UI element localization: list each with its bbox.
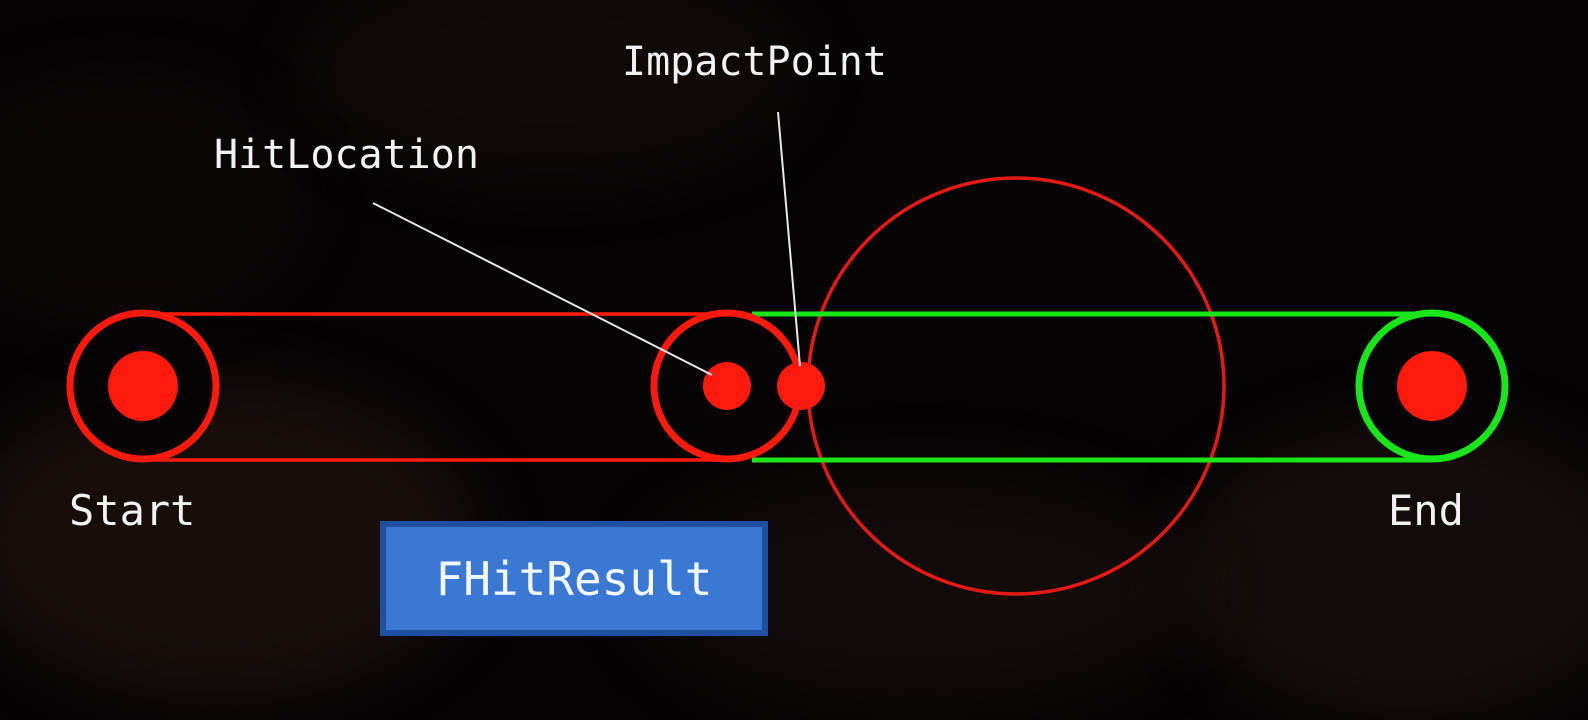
start-point [108, 351, 178, 421]
background-texture [0, 80, 300, 320]
hit-location-label: HitLocation [214, 132, 479, 178]
hit-result-box: FHitResult [380, 521, 768, 636]
end-point [1397, 351, 1467, 421]
start-label: Start [69, 486, 196, 535]
obstacle-sphere [806, 176, 1226, 596]
impact-point-dot [777, 362, 825, 410]
impact-point-pointer [777, 111, 801, 367]
hit-location-pointer [372, 202, 713, 376]
impact-point-label: ImpactPoint [622, 39, 887, 85]
end-label: End [1388, 486, 1464, 535]
hit-result-label: FHitResult [435, 551, 713, 606]
trace-diagram [66, 111, 1509, 596]
background-texture [1180, 420, 1588, 720]
background-texture [300, 0, 800, 180]
hit-location-point [703, 362, 751, 410]
